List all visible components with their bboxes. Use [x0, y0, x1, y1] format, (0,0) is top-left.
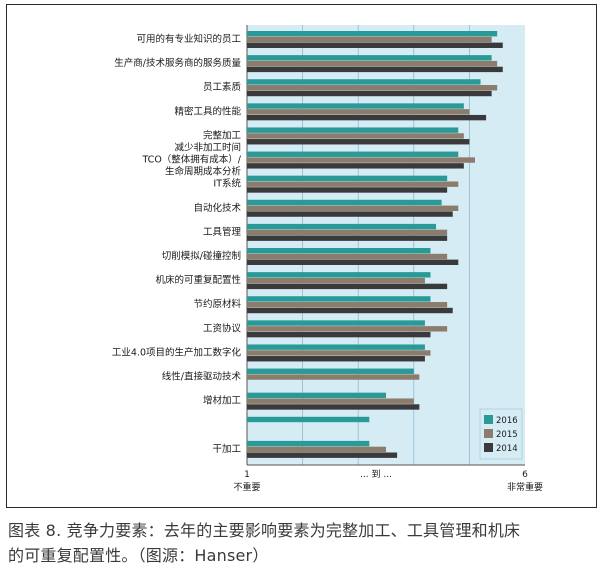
- bar-2015: [247, 60, 498, 67]
- bar-2014: [247, 331, 431, 338]
- category-label: IT系统: [213, 178, 241, 190]
- bar-2016: [247, 31, 498, 37]
- bar-2014: [247, 114, 487, 121]
- bar-2014: [247, 259, 459, 265]
- bar-2014: [247, 66, 503, 73]
- bar-2014: [247, 235, 448, 241]
- bar-2016: [247, 368, 414, 374]
- bar-2014: [247, 163, 464, 169]
- bar-2014: [247, 42, 503, 48]
- bar-2015: [247, 157, 475, 163]
- caption-line-1: 图表 8. 竞争力要素：去年的主要影响要素为完整加工、工具管理和机床: [8, 521, 521, 540]
- bar-2016: [247, 127, 459, 133]
- x-tick-sublabel: 不重要: [233, 481, 260, 493]
- category-label: 生产商/技术服务商的服务质量: [114, 57, 241, 69]
- bar-2014: [247, 211, 453, 217]
- category-label: 干加工: [212, 444, 241, 455]
- bar-2015: [247, 205, 459, 211]
- bar-2016: [247, 223, 437, 230]
- category-label: 生命周期成本分析: [165, 166, 242, 178]
- category-label: 可用的有专业知识的员工: [136, 33, 241, 45]
- legend-swatch: [484, 429, 493, 438]
- x-tick-sublabel: 非常重要: [507, 481, 543, 493]
- bar-2016: [247, 392, 386, 399]
- category-label: 工具管理: [203, 226, 242, 238]
- bar-2014: [247, 187, 448, 193]
- bar-2016: [247, 79, 481, 85]
- plot-background: [247, 25, 525, 465]
- bar-chart: 可用的有专业知识的员工生产商/技术服务商的服务质量员工素质精密工具的性能完整加工…: [112, 25, 543, 493]
- bar-2015: [247, 277, 425, 284]
- category-label: 工业4.0项目的生产加工数字化: [112, 346, 242, 358]
- bar-2016: [247, 103, 464, 109]
- category-label: 节约原材料: [193, 298, 241, 310]
- category-label: 员工素质: [203, 81, 242, 93]
- bar-2015: [247, 374, 420, 380]
- x-tick-label: ... 到 ...: [360, 468, 392, 480]
- category-label: 完整加工: [203, 129, 242, 141]
- legend-label: 2014: [496, 444, 518, 454]
- category-label: 自动化技术: [193, 202, 241, 214]
- bar-2016: [247, 344, 425, 350]
- category-label: 切削模拟/碰撞控制: [162, 250, 241, 262]
- category-label: 精密工具的性能: [174, 105, 241, 117]
- bar-2015: [247, 109, 470, 115]
- bar-2014: [247, 452, 398, 458]
- bar-2016: [247, 416, 370, 423]
- chart-frame: 可用的有专业知识的员工生产商/技术服务商的服务质量员工素质精密工具的性能完整加工…: [6, 4, 597, 508]
- bar-2015: [247, 85, 498, 91]
- x-tick-label: 1: [244, 470, 250, 480]
- bar-2014: [247, 90, 492, 97]
- bar-2015: [247, 446, 386, 453]
- bar-2015: [247, 133, 464, 139]
- bar-2015: [247, 36, 492, 43]
- bar-2016: [247, 248, 431, 254]
- bar-2014: [247, 139, 470, 145]
- bar-2016: [247, 199, 442, 206]
- bar-2016: [247, 440, 370, 447]
- bar-2016: [247, 175, 448, 182]
- category-label: 机床的可重复配置性: [155, 274, 241, 286]
- caption-line-2: 的可重复配置性。（图源：Hanser）: [8, 546, 269, 565]
- bar-2014: [247, 356, 425, 362]
- legend-label: 2015: [496, 430, 518, 440]
- x-tick-label: 6: [522, 470, 528, 480]
- legend-swatch: [484, 415, 493, 424]
- bar-2015: [247, 398, 414, 404]
- bar-2014: [247, 283, 448, 290]
- category-label: 减少非加工时间: [174, 142, 241, 154]
- bar-2015: [247, 181, 459, 187]
- bar-2015: [247, 326, 448, 332]
- legend-swatch: [484, 443, 493, 452]
- bar-2014: [247, 404, 420, 410]
- bar-2016: [247, 296, 431, 302]
- figure-caption: 图表 8. 竞争力要素：去年的主要影响要素为完整加工、工具管理和机床 的可重复配…: [8, 518, 600, 568]
- category-label: 线性/直接驱动技术: [162, 371, 242, 383]
- bar-2014: [247, 307, 453, 314]
- category-label: 增材加工: [203, 395, 242, 407]
- bar-2015: [247, 229, 448, 236]
- category-label: 工资协议: [203, 322, 242, 334]
- bar-2015: [247, 253, 448, 260]
- bar-2016: [247, 272, 431, 278]
- category-label: TCO（整体拥有成本）/: [141, 154, 241, 166]
- bar-2016: [247, 55, 492, 61]
- bar-2016: [247, 320, 425, 326]
- legend-label: 2016: [496, 416, 518, 426]
- bar-2015: [247, 302, 448, 308]
- bar-2015: [247, 350, 431, 356]
- bar-2016: [247, 151, 459, 157]
